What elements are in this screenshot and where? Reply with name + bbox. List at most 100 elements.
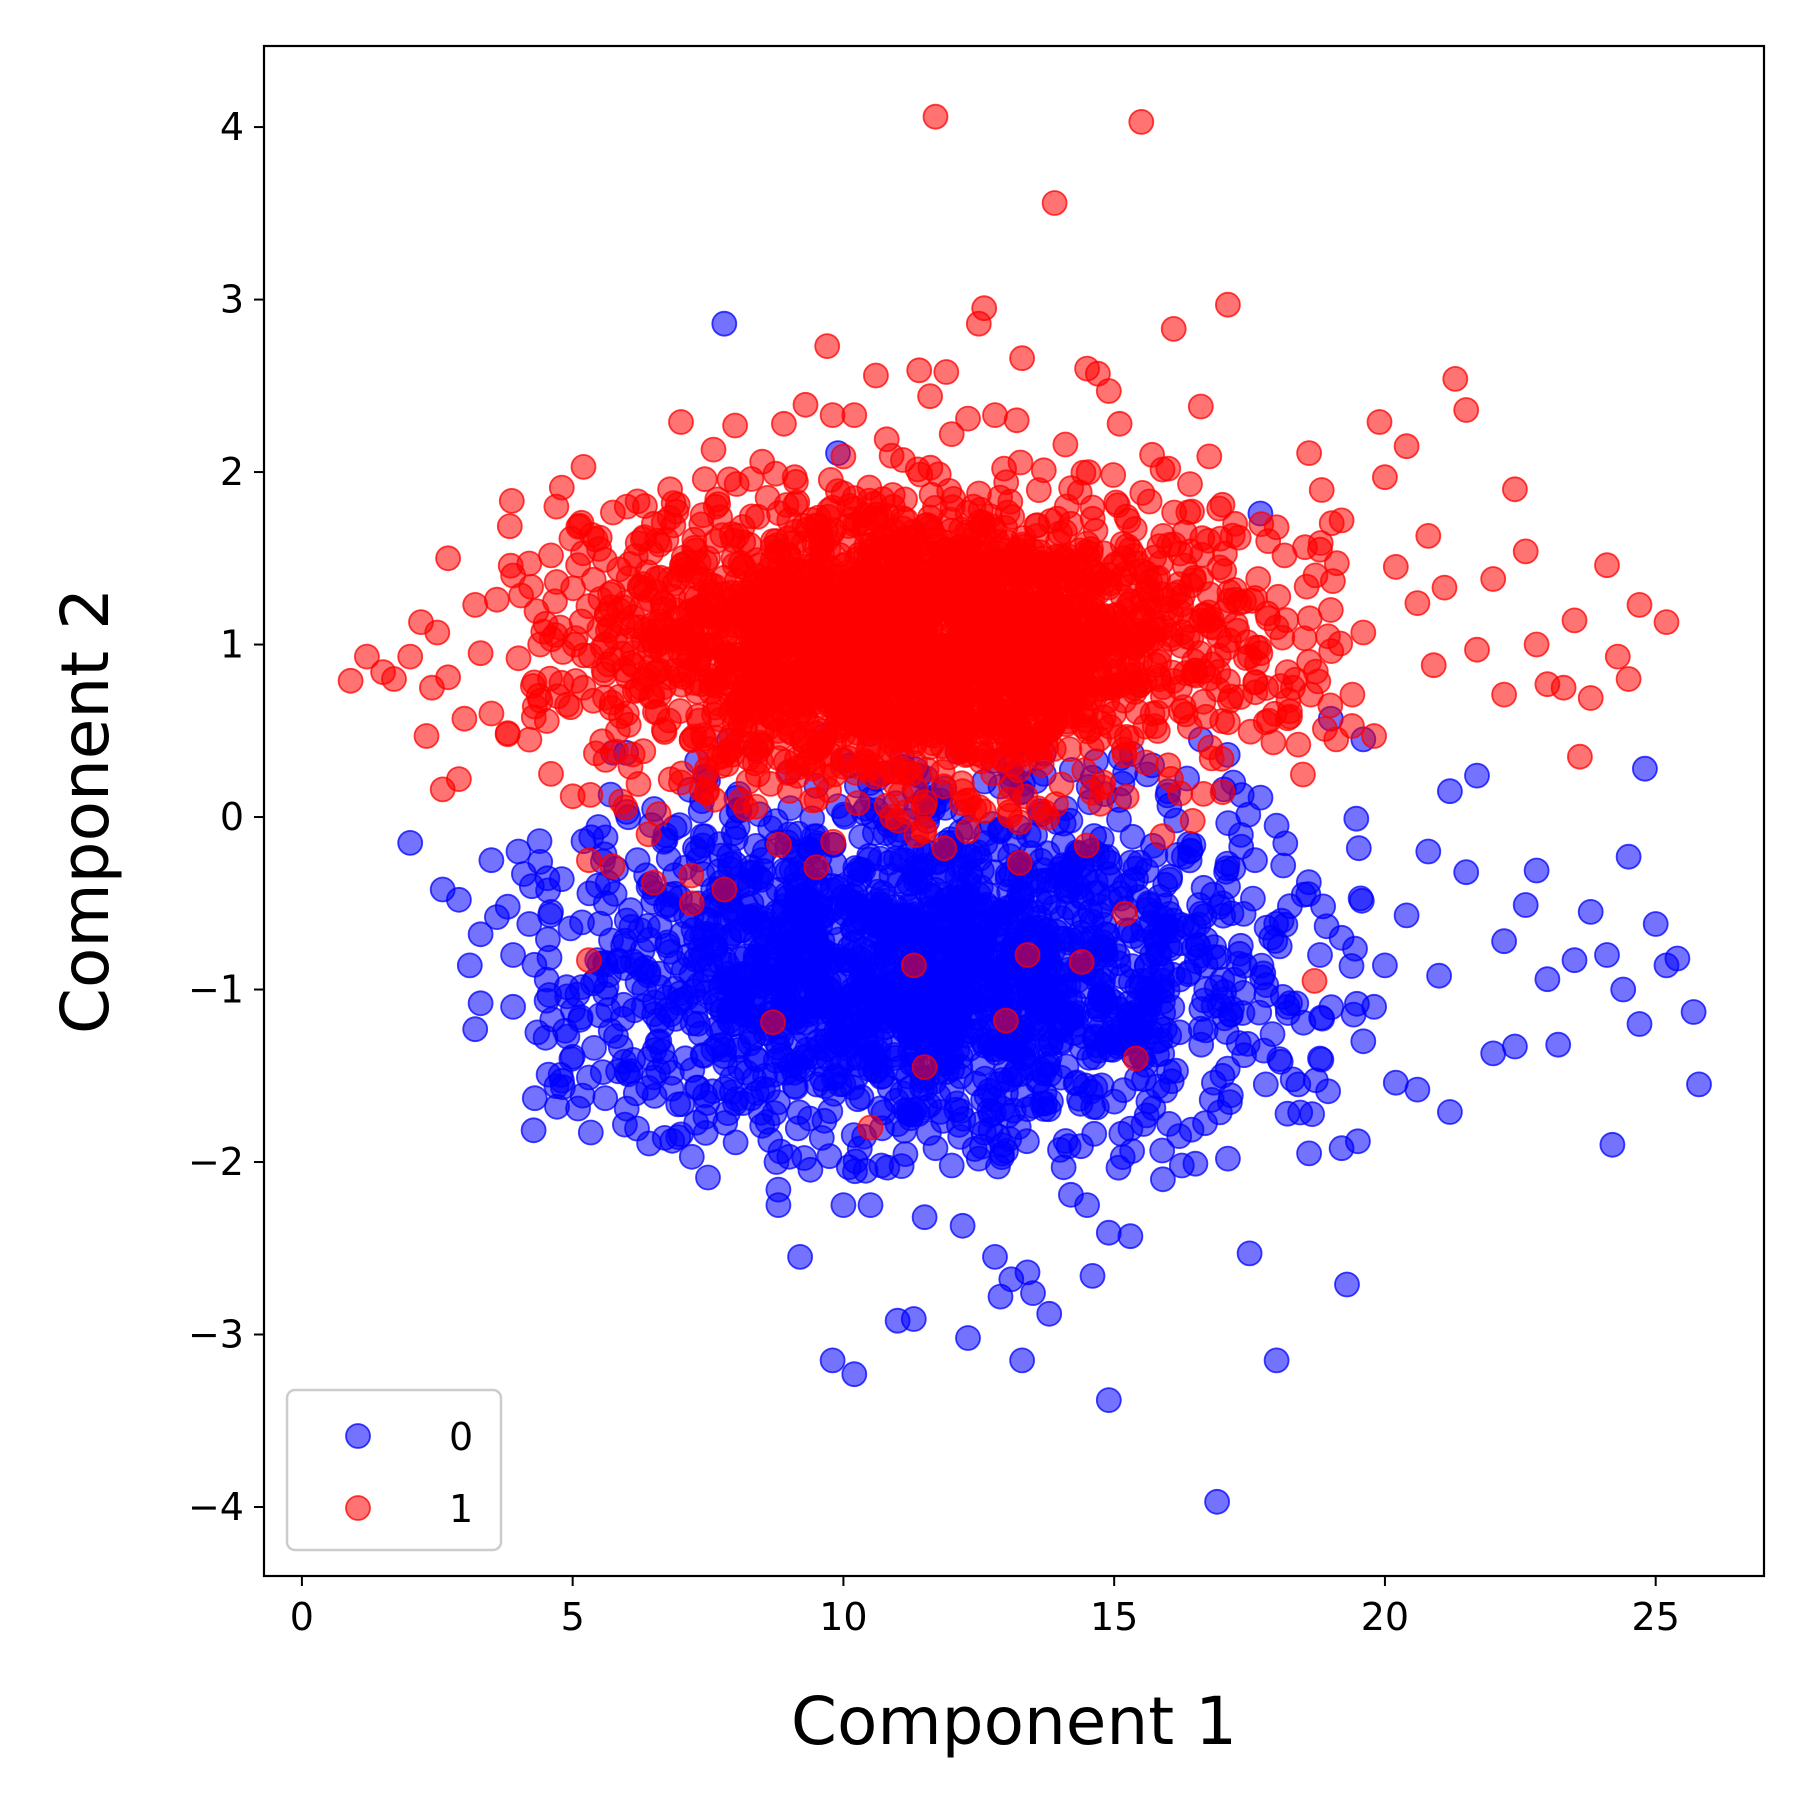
point-series-0 [868, 907, 895, 934]
point-series-0 [871, 953, 898, 979]
point-series-1 [743, 683, 770, 710]
point-series-1 [805, 512, 832, 539]
point-series-1 [1113, 783, 1140, 810]
point-series-1 [1512, 538, 1539, 565]
point-series-0 [787, 1244, 813, 1270]
point-series-0 [559, 1043, 586, 1070]
point-series-0 [743, 1080, 770, 1106]
point-series-1 [1280, 674, 1306, 701]
point-series-1 [749, 448, 776, 475]
point-series-0 [765, 1192, 792, 1218]
point-series-0 [949, 993, 976, 1020]
x-tick-label: 15 [1090, 1595, 1138, 1639]
y-tick-label: 3 [220, 278, 244, 322]
point-series-1 [803, 684, 829, 710]
point-series-1 [462, 592, 489, 618]
point-series-0 [1307, 942, 1333, 968]
point-series-1 [678, 862, 705, 889]
point-series-1 [662, 597, 689, 623]
point-series-0 [938, 1152, 965, 1179]
point-series-1 [1052, 431, 1079, 458]
point-series-1 [630, 571, 656, 598]
point-series-1 [641, 869, 667, 896]
point-series-0 [868, 1152, 895, 1179]
point-series-0 [1095, 1219, 1122, 1246]
point-series-0 [835, 1154, 862, 1181]
point-series-1 [978, 711, 1005, 738]
point-series-1 [771, 410, 797, 437]
point-series-0 [1215, 1145, 1241, 1172]
point-series-1 [879, 804, 906, 830]
point-series-1 [619, 604, 646, 630]
point-series-0 [803, 952, 830, 979]
point-series-1 [1263, 514, 1290, 541]
point-series-0 [1345, 1128, 1371, 1155]
point-series-0 [1106, 806, 1132, 833]
point-series-0 [1491, 928, 1517, 955]
point-series-0 [1109, 1144, 1136, 1170]
point-series-1 [1382, 554, 1409, 580]
point-series-1 [1265, 583, 1292, 610]
point-series-0 [916, 895, 943, 922]
point-series-0 [1426, 962, 1452, 989]
point-series-0 [1523, 857, 1550, 884]
point-series-0 [669, 1091, 696, 1117]
y-tick-label: 4 [220, 105, 244, 149]
point-series-1 [576, 947, 602, 974]
point-series-0 [1149, 1137, 1176, 1164]
point-series-1 [766, 831, 792, 858]
point-series-0 [624, 847, 651, 874]
point-series-1 [857, 1114, 884, 1141]
point-series-1 [1167, 780, 1194, 807]
point-series-0 [1014, 899, 1041, 925]
point-series-1 [1003, 407, 1030, 434]
point-series-0 [1079, 924, 1106, 951]
point-series-1 [1161, 499, 1187, 526]
point-series-1 [678, 726, 705, 753]
point-series-0 [500, 942, 526, 968]
point-series-1 [538, 542, 564, 569]
point-series-1 [792, 391, 819, 418]
point-series-1 [1296, 648, 1322, 675]
point-series-0 [1334, 1271, 1360, 1298]
point-series-0 [554, 983, 581, 1010]
point-series-0 [1240, 885, 1266, 912]
point-series-0 [462, 1016, 489, 1043]
point-series-1 [993, 1007, 1019, 1034]
point-series-0 [1263, 1347, 1290, 1374]
point-series-1 [1308, 477, 1335, 503]
point-series-1 [641, 510, 667, 537]
point-series-1 [1327, 630, 1354, 657]
point-series-0 [592, 824, 619, 851]
point-series-1 [1285, 731, 1312, 758]
point-series-0 [1213, 858, 1239, 885]
point-series-1 [1215, 291, 1241, 318]
point-series-0 [646, 1028, 673, 1055]
point-series-1 [971, 743, 998, 770]
point-series-1 [1247, 640, 1274, 667]
point-series-0 [955, 1325, 981, 1351]
legend: 0 1 [285, 1388, 503, 1552]
point-series-1 [765, 559, 792, 585]
point-series-0 [662, 1006, 689, 1032]
point-series-1 [792, 735, 819, 761]
point-series-0 [740, 984, 767, 1011]
point-series-1 [1626, 592, 1653, 618]
point-series-0 [852, 1028, 878, 1055]
point-series-0 [1534, 966, 1561, 993]
point-series-0 [478, 847, 505, 874]
point-series-1 [824, 634, 851, 661]
point-series-0 [538, 899, 564, 925]
point-series-0 [1361, 993, 1387, 1020]
point-series-1 [900, 952, 927, 979]
point-series-0 [1063, 1011, 1090, 1037]
point-series-1 [938, 421, 965, 448]
point-series-0 [532, 1024, 559, 1051]
point-series-1 [1366, 409, 1393, 435]
point-series-0 [1263, 812, 1290, 839]
point-series-1 [760, 528, 786, 554]
point-series-0 [911, 1204, 938, 1231]
point-series-0 [1343, 805, 1370, 832]
point-series-1 [844, 790, 871, 817]
point-series-1 [548, 474, 575, 501]
